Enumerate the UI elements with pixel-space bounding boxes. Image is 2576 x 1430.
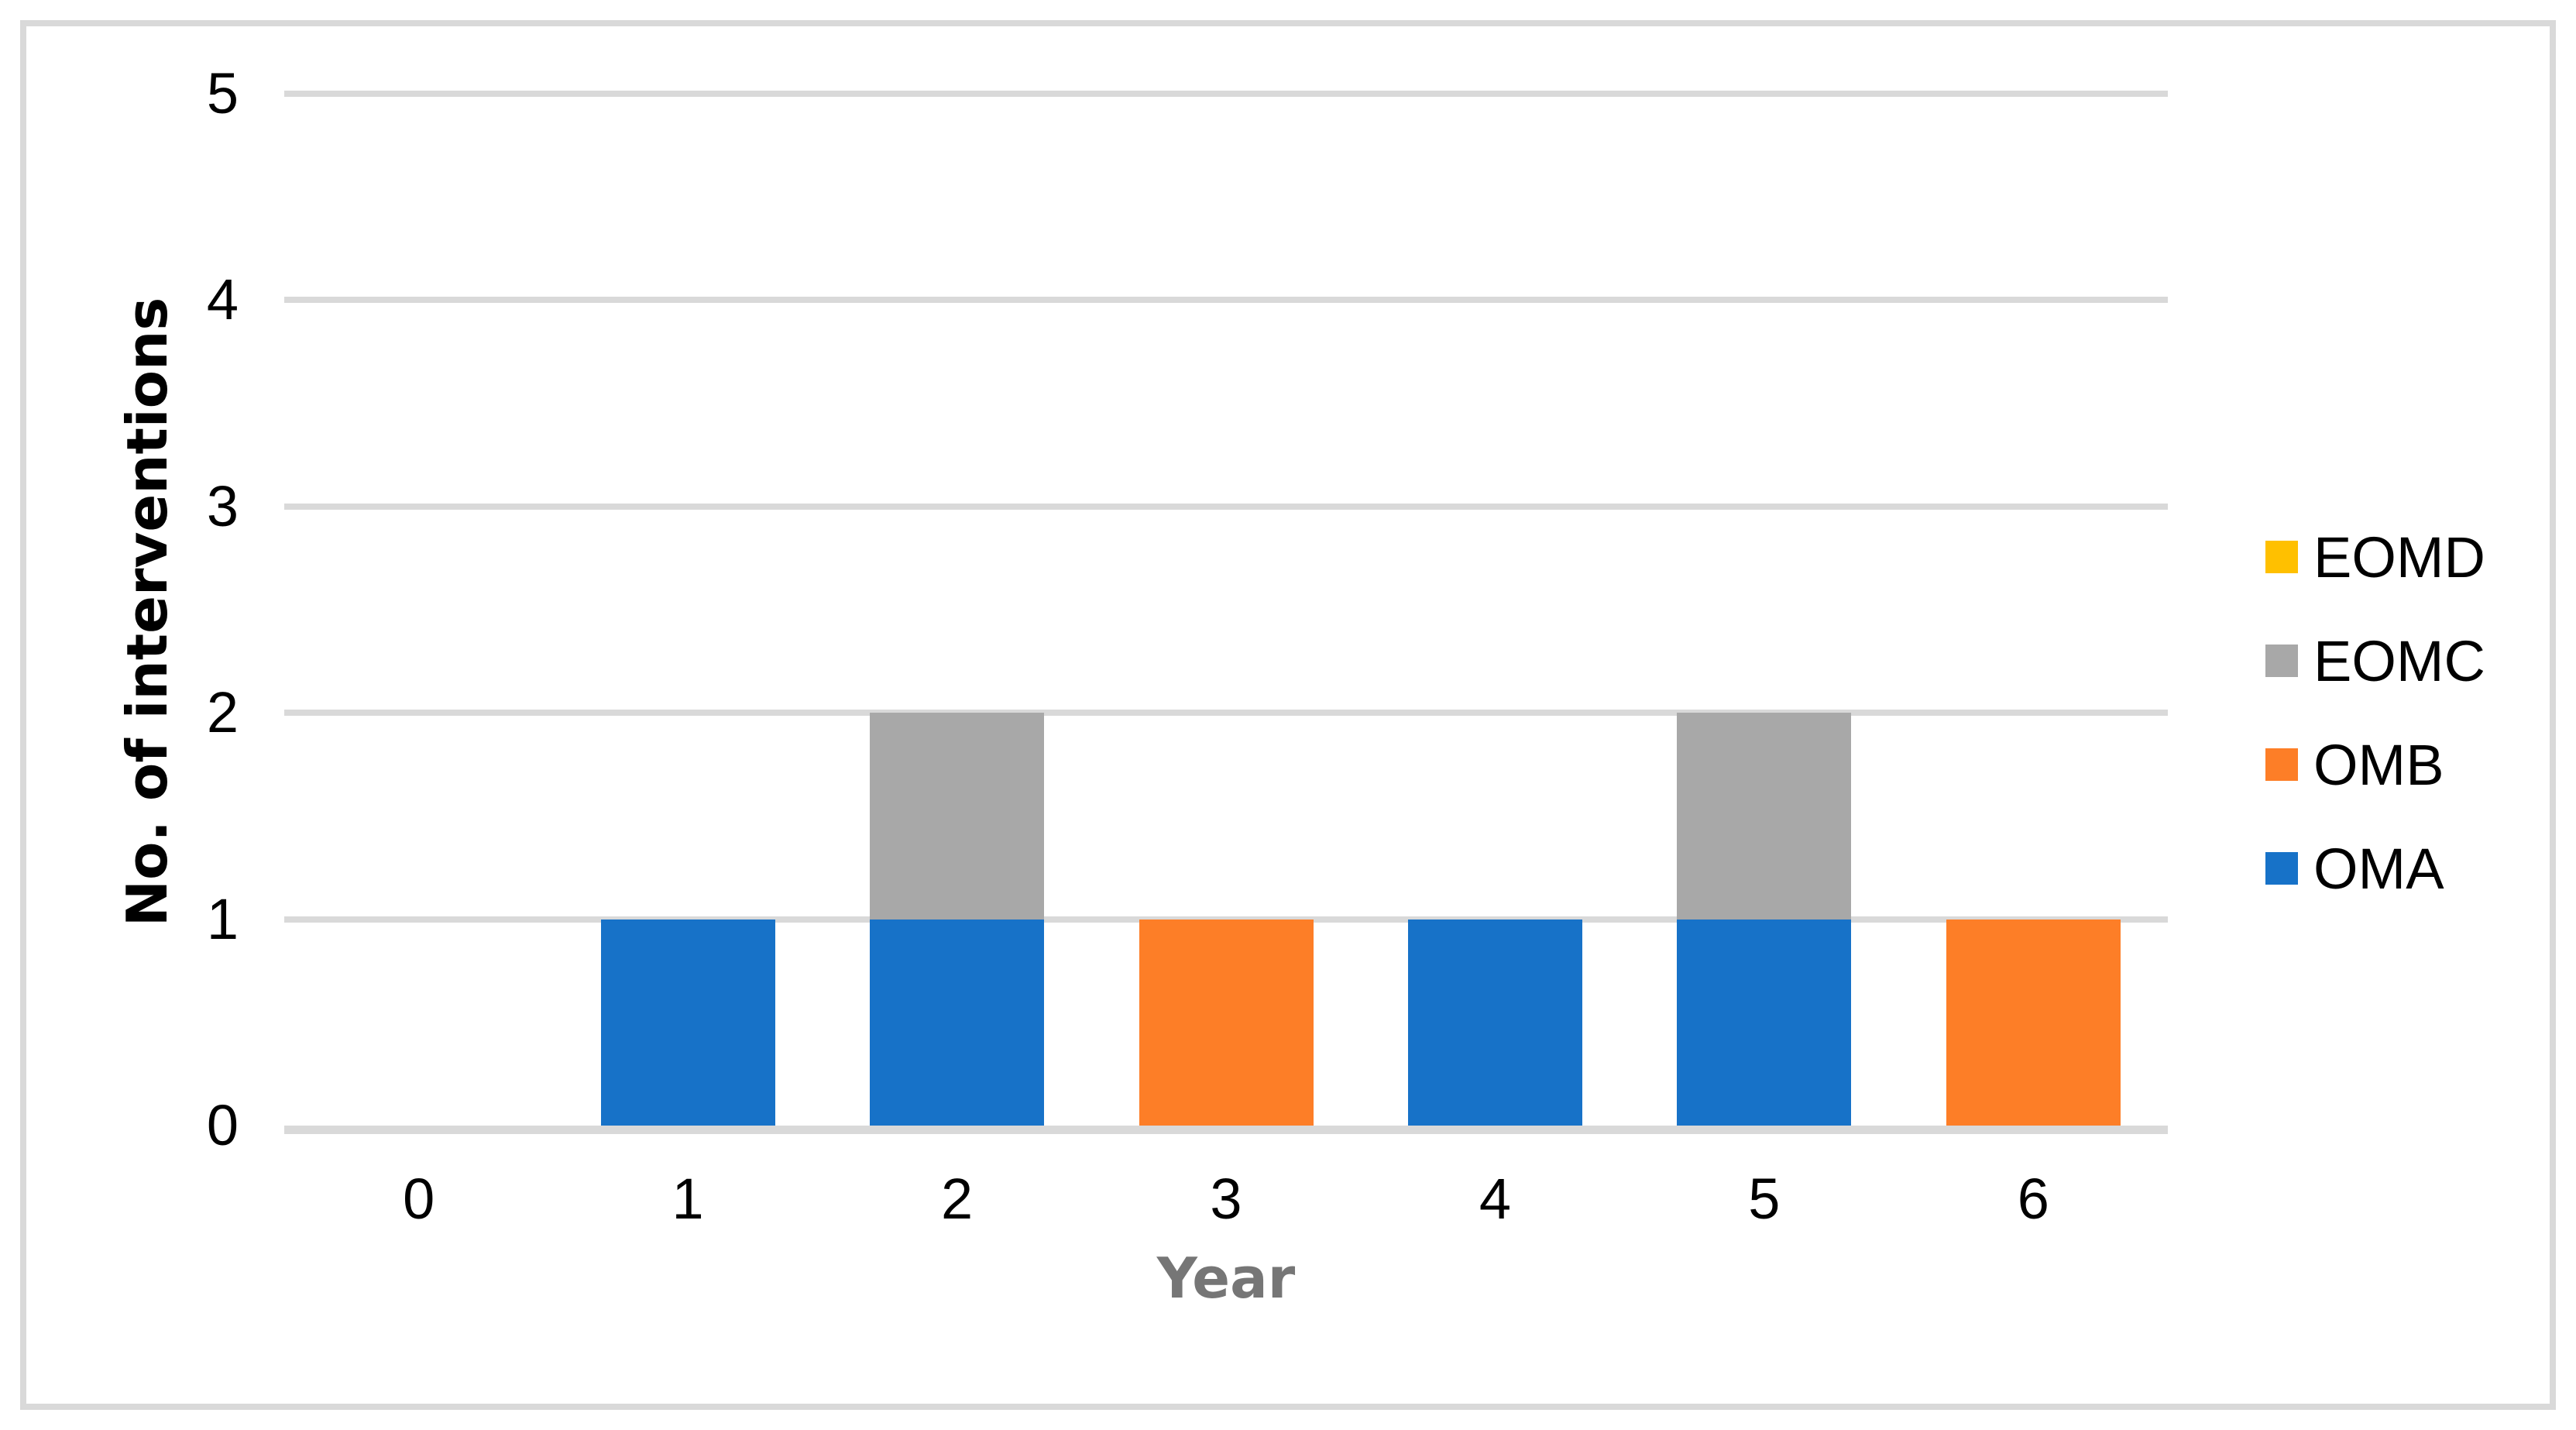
bar-omb-year-3: [1139, 919, 1314, 1126]
legend-label-eomc: EOMC: [2313, 628, 2485, 693]
x-tick-label-2: 2: [940, 1167, 974, 1231]
x-tick-label-3: 3: [1210, 1167, 1242, 1231]
legend-label-oma: OMA: [2313, 836, 2444, 901]
gridline-y-2: [284, 710, 2168, 717]
bar-oma-year-2: [870, 919, 1045, 1126]
y-axis-title: No. of interventions: [115, 297, 180, 927]
bar-omb-year-6: [1946, 919, 2121, 1126]
legend-swatch-omb: [2265, 748, 2298, 781]
legend-label-omb: OMB: [2313, 732, 2444, 797]
legend-item-eomd: EOMD: [2265, 505, 2485, 609]
legend-item-eomc: EOMC: [2265, 609, 2485, 713]
legend-item-oma: OMA: [2265, 816, 2485, 920]
x-tick-label-5: 5: [1748, 1167, 1781, 1231]
gridline-y-5: [284, 91, 2168, 97]
y-tick-label-0: 0: [206, 1093, 239, 1157]
gridline-y-3: [284, 503, 2168, 510]
bar-oma-year-1: [600, 919, 775, 1126]
x-tick-label-0: 0: [403, 1167, 435, 1231]
gridline-y-4: [284, 297, 2168, 304]
x-axis-title: Year: [1156, 1246, 1296, 1311]
bar-eomc-year-5: [1677, 713, 1852, 920]
y-tick-label-1: 1: [206, 886, 239, 951]
bar-oma-year-5: [1677, 919, 1852, 1126]
x-tick-label-4: 4: [1479, 1167, 1511, 1231]
x-axis-line: [284, 1126, 2168, 1134]
x-tick-label-6: 6: [2017, 1167, 2049, 1231]
legend-swatch-eomd: [2265, 541, 2298, 573]
gridline-y-1: [284, 916, 2168, 923]
bar-oma-year-4: [1407, 919, 1582, 1126]
legend-swatch-oma: [2265, 852, 2298, 885]
legend-item-omb: OMB: [2265, 713, 2485, 816]
legend-swatch-eomc: [2265, 645, 2298, 677]
bar-eomc-year-2: [870, 713, 1045, 920]
plot-area: [284, 91, 2168, 1134]
x-tick-label-1: 1: [671, 1167, 704, 1231]
y-tick-label-3: 3: [206, 473, 239, 538]
legend-label-eomd: EOMD: [2313, 524, 2485, 590]
y-tick-label-2: 2: [206, 680, 239, 745]
y-tick-label-5: 5: [206, 61, 239, 125]
y-tick-label-4: 4: [206, 267, 239, 332]
legend: EOMD EOMC OMB OMA: [2265, 505, 2485, 920]
